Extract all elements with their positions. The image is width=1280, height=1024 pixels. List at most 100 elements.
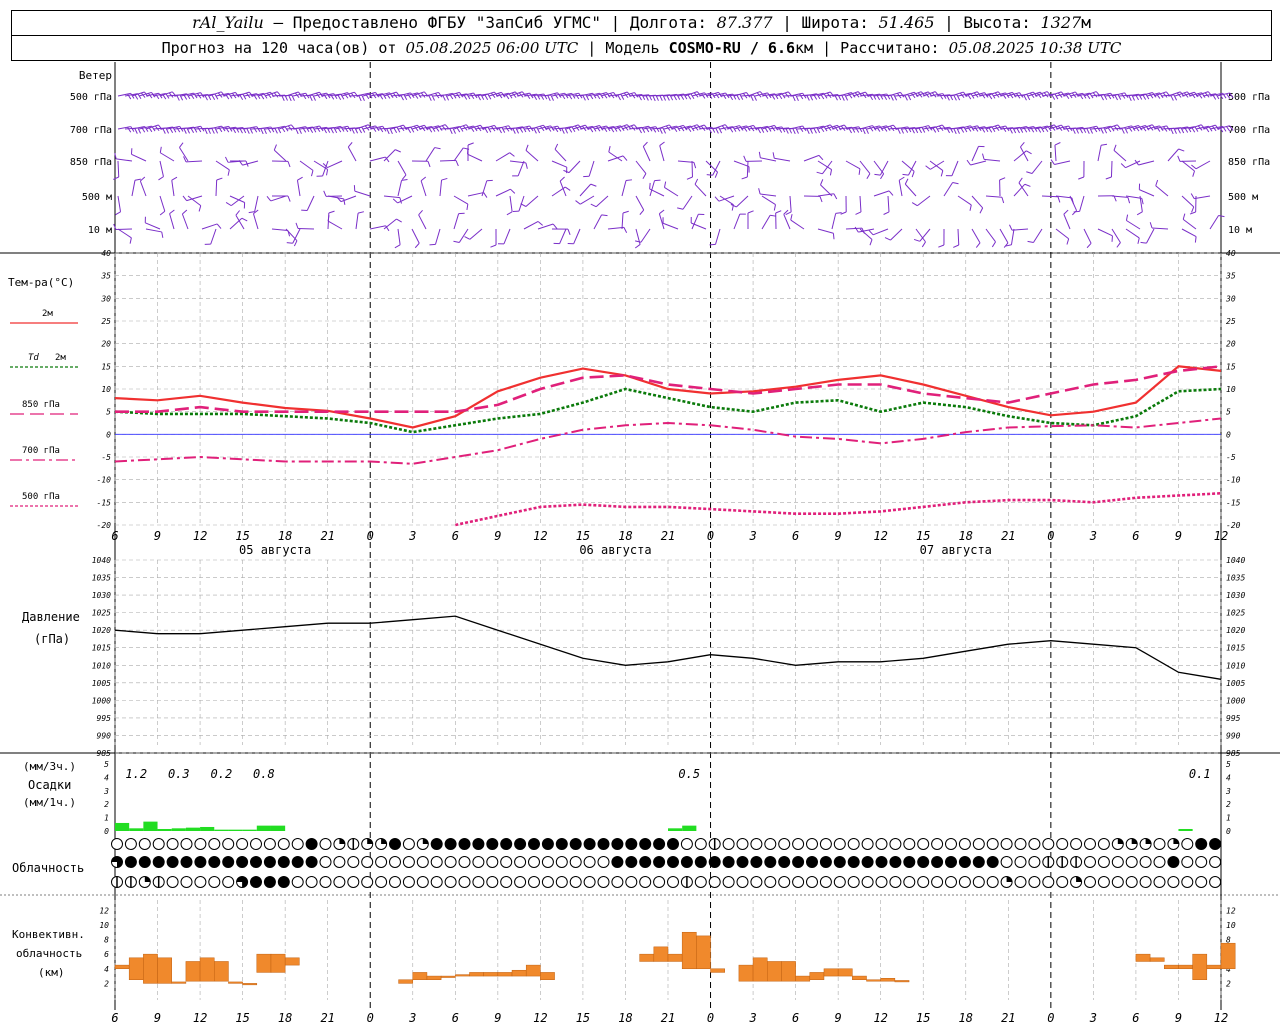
wind-barb	[166, 125, 180, 130]
wind-barb	[1216, 125, 1230, 130]
wind-barb-feather	[858, 168, 861, 175]
wind-barb	[901, 160, 915, 172]
cloud-symbol	[111, 856, 123, 868]
precip-bar	[228, 829, 243, 831]
cloud-circle	[931, 856, 944, 868]
wind-barb-feather	[599, 125, 604, 131]
wind-barb-feather	[455, 160, 459, 167]
wind-barb	[705, 91, 719, 97]
cloud-circle	[291, 856, 304, 868]
wind-barb-feather	[1136, 211, 1143, 216]
wind-barb	[1195, 125, 1209, 130]
wind-barb-feather	[790, 214, 793, 221]
wind-barb	[467, 192, 484, 197]
cloud-circle	[347, 856, 360, 868]
wind-barb	[131, 126, 145, 130]
cloud-circle	[236, 856, 249, 868]
wind-barb	[271, 94, 286, 97]
cloud-circle	[347, 876, 360, 888]
wind-barb-feather	[1078, 176, 1085, 180]
conv-bar	[710, 968, 725, 973]
cloud-circle	[1084, 856, 1096, 868]
wind-barb	[559, 180, 567, 197]
wind-barb	[951, 160, 959, 176]
wind-barb	[607, 155, 624, 162]
wind-barb-feather	[925, 165, 931, 170]
cloud-symbol	[958, 838, 971, 850]
wind-barb-feather	[715, 127, 719, 134]
wind-barb-feather	[999, 177, 1006, 181]
cloud-symbol	[208, 856, 221, 868]
wind-barb	[733, 213, 741, 230]
wind-barb-feather	[743, 126, 748, 132]
cloud-fill	[236, 876, 248, 888]
wind-barb	[354, 190, 371, 197]
wind-barb-feather	[266, 195, 272, 202]
wind-barb-feather	[1026, 150, 1032, 155]
cloud-symbol	[180, 838, 193, 850]
wind-barb-feather	[969, 204, 972, 211]
cloud-circle	[833, 876, 846, 888]
wind-barb	[821, 160, 833, 175]
wind-barb	[719, 126, 733, 130]
cloud-fill	[367, 838, 373, 844]
wind-barb	[1181, 91, 1195, 97]
wind-barb-feather	[910, 92, 916, 99]
wind-barb	[971, 146, 979, 162]
wind-barb	[915, 228, 926, 243]
cloud-symbol	[722, 876, 735, 888]
wind-barb-feather	[1138, 125, 1143, 131]
wind-barb	[999, 127, 1013, 130]
cloud-symbol	[1070, 856, 1083, 868]
wind-barb	[558, 126, 572, 130]
conv-bar	[256, 953, 272, 973]
wind-barb-feather	[328, 210, 335, 214]
wind-barb	[273, 149, 287, 162]
wind-barb	[1110, 160, 1113, 178]
cloud-circle	[541, 838, 554, 850]
conv-bar	[681, 931, 697, 970]
wind-barb-feather	[113, 176, 119, 180]
wind-barb-feather	[497, 92, 503, 99]
wind-barb	[964, 91, 978, 97]
cloud-circle	[528, 856, 540, 868]
wind-barb-feather	[470, 93, 475, 100]
cloud-circle	[458, 838, 471, 850]
cloud-symbol	[1139, 838, 1152, 850]
conv-tick-left: 8	[104, 936, 109, 945]
altitude-unit: м	[1081, 13, 1091, 32]
wind-barb	[264, 91, 278, 97]
cloud-circle	[208, 856, 221, 868]
wind-barb	[215, 125, 229, 130]
wind-barb	[656, 94, 670, 97]
hour-label-bottom: 3	[408, 1011, 416, 1024]
wind-barb	[607, 226, 624, 230]
cloud-circle	[736, 876, 749, 888]
cloud-symbol	[277, 856, 290, 868]
wind-barb	[503, 228, 511, 245]
wind-barb	[971, 92, 985, 97]
wind-barb	[210, 228, 217, 245]
cloud-circle	[263, 856, 276, 868]
wind-barb	[1055, 228, 1069, 240]
wind-barb	[971, 195, 984, 209]
cloud-circle	[903, 876, 916, 888]
wind-barb-feather	[552, 223, 558, 229]
cloud-symbol	[625, 838, 638, 850]
cloud-circle	[639, 856, 652, 868]
wind-barb	[608, 151, 623, 162]
wind-barb	[775, 127, 789, 130]
wind-barb-feather	[248, 211, 255, 214]
wind-barb-feather	[554, 143, 559, 150]
cloud-symbol	[1014, 856, 1027, 868]
wind-barb	[859, 93, 873, 97]
wind-barb-feather	[974, 126, 979, 132]
wind-barb	[691, 124, 705, 130]
cloud-symbol	[875, 856, 888, 868]
wind-barb	[306, 195, 315, 211]
pressure-tick-right: 1020	[1226, 626, 1245, 635]
wind-barb	[1155, 185, 1169, 197]
wind-barb	[453, 147, 464, 162]
cloud-circle	[694, 838, 707, 850]
conv-bar	[483, 972, 499, 977]
